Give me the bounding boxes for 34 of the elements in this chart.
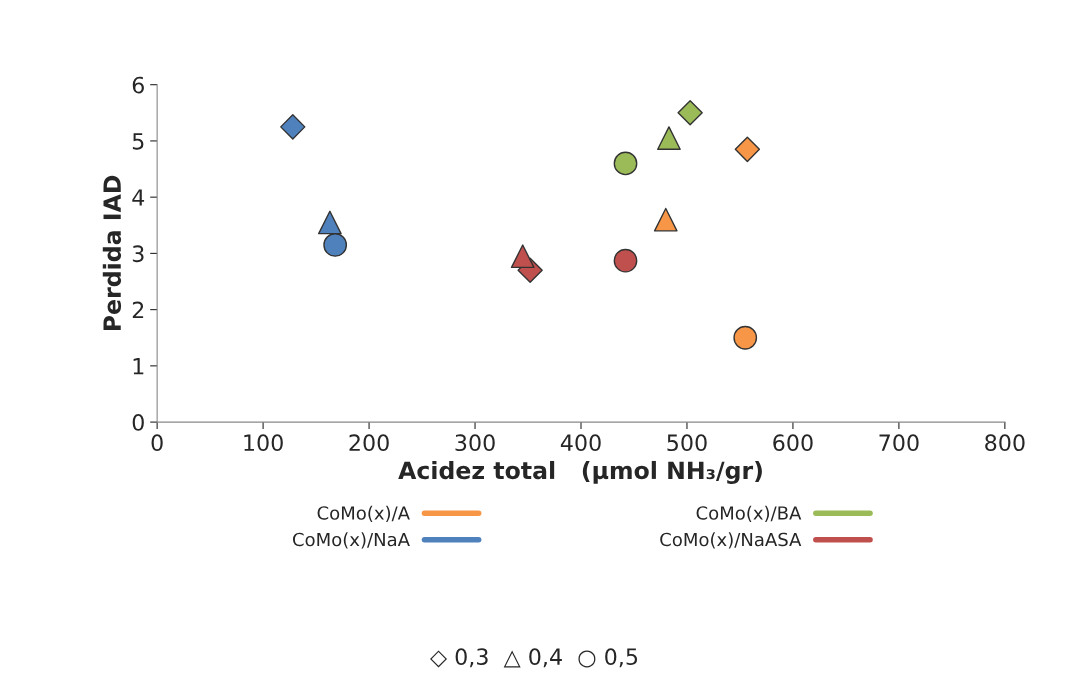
y-tick-label: 5 <box>132 133 144 150</box>
point <box>613 151 638 176</box>
point <box>613 248 638 273</box>
x-tick-label: 100 <box>244 434 283 452</box>
x-tick-label: 700 <box>879 434 919 452</box>
x-tick-label: 300 <box>455 434 495 452</box>
y-tick-label: 2 <box>132 301 144 319</box>
x-axis-title: Acidez total (µmol NH₃/gr) <box>398 460 762 484</box>
legend-label: CoMo(x)/BA <box>696 505 802 522</box>
y-tick-label: 3 <box>132 245 144 263</box>
y-tick-label: 1 <box>133 358 144 375</box>
point <box>733 325 758 350</box>
point <box>323 233 348 257</box>
x-tick-label: 400 <box>560 434 601 452</box>
legend-label: CoMo(x)/A <box>317 505 410 522</box>
point <box>280 114 306 140</box>
point <box>734 136 761 163</box>
legend-label: CoMo(x)/NaASA <box>660 532 802 549</box>
x-tick-label: 600 <box>773 434 813 452</box>
x-tick-label: 800 <box>985 434 1025 452</box>
point <box>677 100 703 126</box>
point <box>657 126 681 151</box>
x-tick-label: 500 <box>667 434 707 452</box>
x-tick-label: 200 <box>349 434 389 452</box>
text: ◇ 0,3 △ 0,4 ○ 0,5 <box>430 648 638 668</box>
point <box>317 210 342 235</box>
x-tick-label: 0 <box>151 434 163 452</box>
point <box>653 207 678 232</box>
y-tick-label: 4 <box>132 189 145 206</box>
legend-label: CoMo(x)/NaA <box>292 532 410 549</box>
y-tick-label: 6 <box>132 76 144 94</box>
y-axis-title: Perdida IAD <box>102 175 122 331</box>
point <box>510 244 535 269</box>
y-tick-label: 0 <box>132 414 144 431</box>
